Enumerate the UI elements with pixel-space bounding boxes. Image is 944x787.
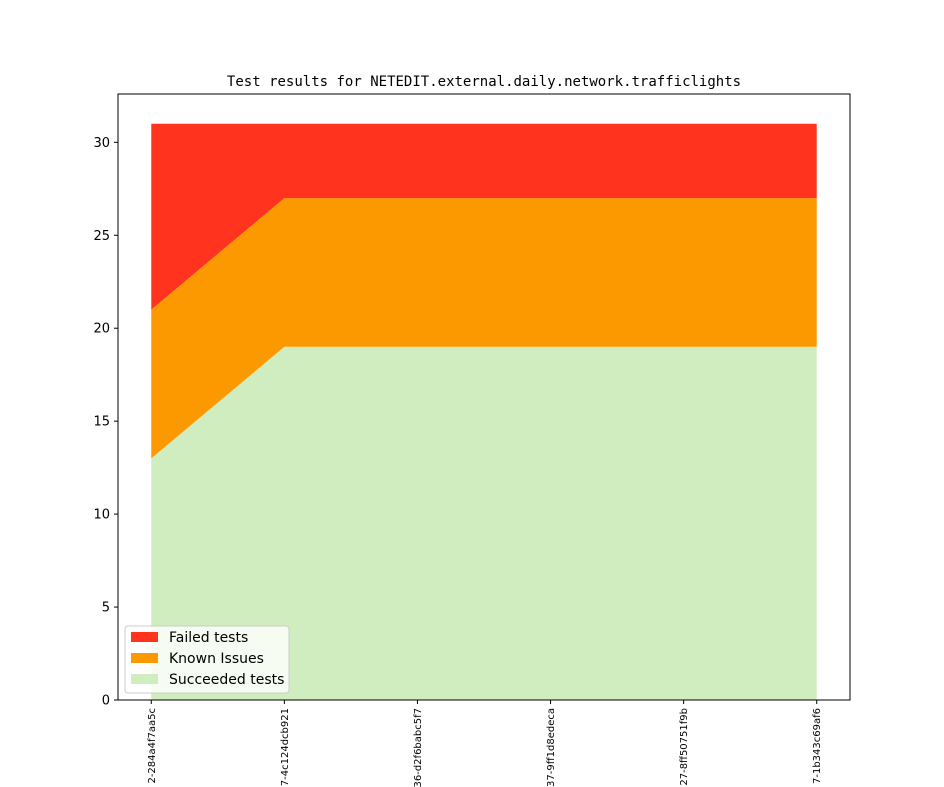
y-tick-label: 15 [93, 415, 110, 430]
x-tick-label: 37-9ff1d8edeca [546, 708, 557, 787]
legend-label: Failed tests [169, 630, 248, 646]
x-tick-label: 27-8ff50751f9b [679, 708, 690, 786]
area-failed-tests [151, 123, 817, 310]
legend-swatch [131, 632, 158, 642]
y-tick-label: 20 [93, 322, 110, 337]
y-tick-label: 0 [102, 694, 110, 709]
area-succeeded-tests [151, 346, 817, 700]
area-known-issues [151, 198, 817, 459]
legend-box [124, 625, 290, 694]
legend-swatch [131, 674, 158, 684]
y-tick-label: 10 [93, 508, 110, 523]
y-tick-label: 5 [102, 601, 110, 616]
legend-label: Succeeded tests [169, 672, 284, 688]
chart-title: Test results for NETEDIT.external.daily.… [227, 74, 741, 90]
legend-swatch [131, 653, 158, 663]
y-tick-label: 30 [93, 136, 110, 151]
x-tick-label: 2-284a4f7aa5c [147, 708, 158, 784]
x-tick-label: 7-1b343c69af6 [812, 708, 823, 784]
x-tick-label: 7-4c124dcb921 [280, 708, 291, 786]
y-tick-label: 25 [93, 229, 110, 244]
legend-label: Known Issues [169, 651, 264, 667]
plot-frame [117, 93, 851, 701]
x-tick-label: 36-d2f6babc5f7 [413, 708, 424, 787]
